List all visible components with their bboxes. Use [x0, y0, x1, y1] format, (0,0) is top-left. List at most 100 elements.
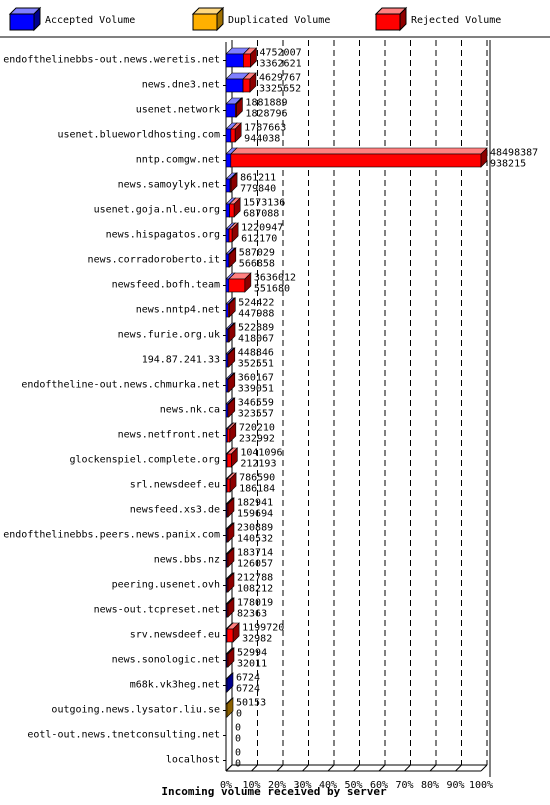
bar-rejected-top [230, 147, 488, 155]
bar-rejected-side [236, 97, 243, 118]
legend-label-duplicated: Duplicated Volume [228, 15, 330, 26]
total-value-label: 183714 [237, 548, 273, 559]
total-value-label: 178019 [237, 598, 273, 609]
bar-rejected-side [227, 497, 235, 518]
bar-rejected-side [249, 72, 257, 93]
legend-label-accepted: Accepted Volume [45, 15, 135, 26]
accepted-value-label: 551680 [254, 284, 290, 295]
bar-rejected [229, 203, 235, 218]
server-label: news.netfront.net [118, 430, 220, 441]
bar-accepted [225, 78, 244, 93]
server-label: news.nntp4.net [136, 305, 220, 316]
server-label: 194.87.241.33 [142, 355, 220, 366]
bar-rejected-side [233, 197, 241, 218]
bar-rejected-side [229, 247, 237, 268]
bar-accepted-side [226, 672, 234, 693]
accepted-value-label: 140532 [237, 534, 273, 545]
bar-accepted [225, 303, 229, 318]
x-tick-mark [378, 764, 386, 772]
server-label: endofthelinebbs.peers.news.panix.com [3, 530, 220, 541]
accepted-value-label: 339051 [238, 384, 274, 395]
server-label: peering.usenet.ovh [112, 580, 220, 591]
bar-rejected-side [227, 647, 235, 668]
x-tick-label: 20% [268, 780, 286, 791]
server-label: srv.newsdeef.eu [130, 630, 220, 641]
total-value-label: 522889 [238, 323, 274, 334]
x-tick-label: 80% [421, 780, 439, 791]
server-label: news.corradoroberto.it [88, 255, 220, 266]
total-value-label: 1881889 [245, 98, 287, 109]
total-value-label: 3636012 [254, 273, 296, 284]
total-value-label: 346559 [238, 398, 274, 409]
server-label: localhost [166, 755, 220, 766]
bar-rejected [230, 153, 482, 168]
x-tick-label: 90% [446, 780, 464, 791]
accepted-value-label: 0 [235, 759, 241, 770]
server-label: usenet.goja.nl.eu.org [94, 205, 220, 216]
table-row: endofthelinebbs.peers.news.panix.com 2308… [3, 522, 273, 545]
bar-rejected [226, 453, 232, 468]
bar-accepted [225, 153, 232, 168]
server-label: news.dne3.net [142, 80, 220, 91]
server-label: news.samoylyk.net [118, 180, 220, 191]
server-label: eotl-out.news.tnetconsulting.net [27, 730, 220, 741]
accepted-value-label: 938215 [490, 159, 526, 170]
accepted-value-label: 944038 [244, 134, 280, 145]
x-tick-label: 10% [242, 780, 260, 791]
x-tick-mark [327, 764, 335, 772]
bar-rejected [242, 78, 251, 93]
server-label: news.bbs.nz [154, 555, 220, 566]
legend-item-duplicated: Duplicated Volume [191, 6, 330, 32]
accepted-value-label: 108212 [237, 584, 273, 595]
accepted-value-label: 779840 [240, 184, 276, 195]
bar-accepted [225, 328, 229, 343]
accepted-value-label: 159694 [237, 509, 273, 520]
total-value-label: 52994 [237, 648, 267, 659]
bar-rejected-side [228, 397, 236, 418]
server-label: newsfeed.bofh.team [112, 280, 220, 291]
server-label: glockenspiel.complete.org [69, 455, 220, 466]
bar-rejected [228, 228, 233, 243]
x-tick-label: 100% [469, 780, 493, 791]
bar-accepted [225, 53, 244, 68]
table-row: endoftheline-out.news.chmurka.net 3601673… [21, 372, 274, 395]
accepted-value-label: 418067 [238, 334, 274, 345]
bar-rejected [226, 628, 234, 643]
server-label: news-out.tcpreset.net [94, 605, 220, 616]
bar-rejected-side [228, 372, 236, 393]
bar-accepted [225, 178, 231, 193]
total-value-label: 1573136 [243, 198, 285, 209]
total-value-label: 1199720 [242, 623, 284, 634]
x-tick-mark [404, 764, 411, 772]
bar-rejected-side [232, 622, 240, 643]
bar-accepted [225, 203, 230, 218]
x-axis-title: Incoming volume received by server [161, 785, 387, 798]
legend-item-rejected: Rejected Volume [374, 6, 501, 32]
x-tick-label: 50% [344, 780, 362, 791]
x-tick-mark [429, 764, 437, 772]
x-tick-mark [276, 764, 284, 772]
accepted-value-label: 186184 [239, 484, 275, 495]
total-value-label: 524422 [238, 298, 274, 309]
server-label: usenet.network [136, 105, 220, 116]
legend-item-accepted: Accepted Volume [8, 6, 135, 32]
